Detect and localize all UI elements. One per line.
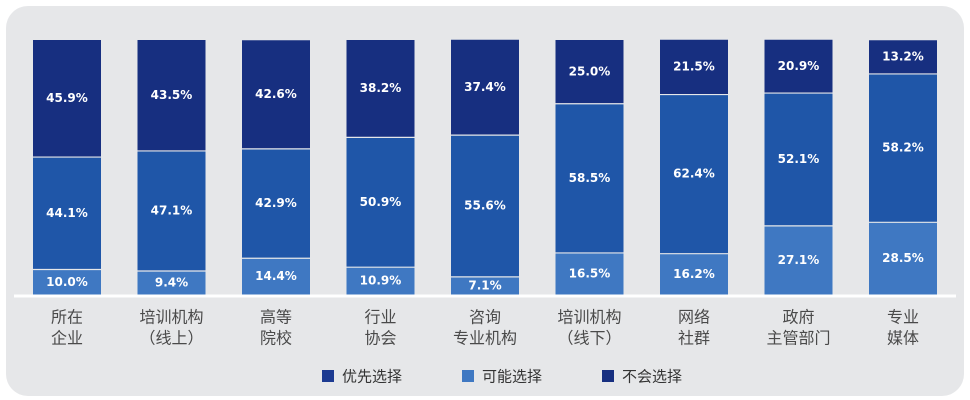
legend-swatch <box>322 370 334 382</box>
data-label: 58.2% <box>882 141 924 155</box>
data-label: 10.0% <box>46 275 88 289</box>
category-label: 培训机构 <box>139 308 203 327</box>
bar-segment <box>451 276 519 295</box>
bar-segment <box>33 269 101 295</box>
legend-swatch <box>602 370 614 382</box>
category-label: 媒体 <box>887 329 919 348</box>
legend-label: 不会选择 <box>622 368 682 386</box>
data-label: 37.4% <box>464 80 506 94</box>
data-label: 9.4% <box>155 276 188 290</box>
category-label: （线上） <box>139 329 203 348</box>
category-label: 行业 <box>364 308 396 327</box>
legend-label: 优先选择 <box>342 368 402 386</box>
bar-segment <box>869 40 937 74</box>
data-label: 42.9% <box>255 196 297 210</box>
category-label: 高等 <box>260 308 292 327</box>
bar-segment <box>33 40 101 158</box>
data-label: 25.0% <box>569 64 611 78</box>
category-label: 企业 <box>51 329 83 348</box>
bar-segment <box>764 93 833 226</box>
data-label: 52.1% <box>778 152 820 166</box>
data-label: 14.4% <box>255 269 297 283</box>
bar-segment <box>242 40 310 149</box>
data-label: 43.5% <box>151 88 193 102</box>
data-label: 28.5% <box>882 251 924 265</box>
bar-segment <box>137 150 206 272</box>
bar-segment <box>242 258 310 295</box>
data-label: 10.9% <box>360 274 402 288</box>
bar-segment <box>764 39 833 94</box>
data-label: 45.9% <box>46 91 88 105</box>
data-label: 58.5% <box>569 171 611 185</box>
bar-segment <box>869 73 937 223</box>
category-label: （线下） <box>557 329 621 348</box>
bar-segment <box>660 253 728 295</box>
data-label: 16.2% <box>673 267 715 281</box>
legend-label: 可能选择 <box>482 368 542 386</box>
bar-segment <box>33 157 101 270</box>
bar-segment <box>869 222 937 295</box>
bar-segment <box>555 103 624 253</box>
bar-segment <box>137 271 206 295</box>
data-label: 50.9% <box>360 195 402 209</box>
category-label: 主管部门 <box>766 329 830 348</box>
data-label: 21.5% <box>673 60 715 74</box>
data-label: 13.2% <box>882 50 924 64</box>
category-label: 专业 <box>887 308 919 327</box>
category-label: 专业机构 <box>453 329 517 348</box>
bar-segment <box>346 137 415 268</box>
bar-segment <box>346 40 415 138</box>
data-label: 44.1% <box>46 206 88 220</box>
data-label: 62.4% <box>673 167 715 181</box>
bar-segment <box>242 148 310 259</box>
bar-segment <box>555 252 624 295</box>
data-label: 16.5% <box>569 266 611 280</box>
bar-segment <box>660 39 728 95</box>
data-label: 47.1% <box>151 203 193 217</box>
category-label: 协会 <box>364 329 396 348</box>
category-label: 社群 <box>678 329 710 348</box>
category-label: 政府 <box>782 308 814 327</box>
data-label: 42.6% <box>255 87 297 101</box>
bar-segment <box>660 94 728 254</box>
category-label: 培训机构 <box>557 308 621 327</box>
bar-segment <box>555 40 624 104</box>
bars-group: 10.0% 44.1% 45.9% 9.4% 47.1% 43.5% 14.4% 42.9% 4… <box>33 39 937 295</box>
legend-swatch <box>462 370 474 382</box>
category-label: 所在 <box>51 308 83 327</box>
data-label: 38.2% <box>360 81 402 95</box>
category-label: 网络 <box>678 308 710 327</box>
legend: 优先选择 可能选择 不会选择 <box>322 368 682 386</box>
bar-segment <box>137 40 206 151</box>
data-label: 55.6% <box>464 199 506 213</box>
bar-segment <box>346 267 415 295</box>
category-label: 咨询 <box>469 308 501 327</box>
bar-segment <box>451 39 519 136</box>
bar-segment <box>451 135 519 277</box>
category-label: 院校 <box>260 329 292 348</box>
data-label: 7.1% <box>468 278 501 292</box>
data-label: 20.9% <box>778 59 820 73</box>
data-label: 27.1% <box>778 253 820 267</box>
bar-segment <box>764 225 833 295</box>
